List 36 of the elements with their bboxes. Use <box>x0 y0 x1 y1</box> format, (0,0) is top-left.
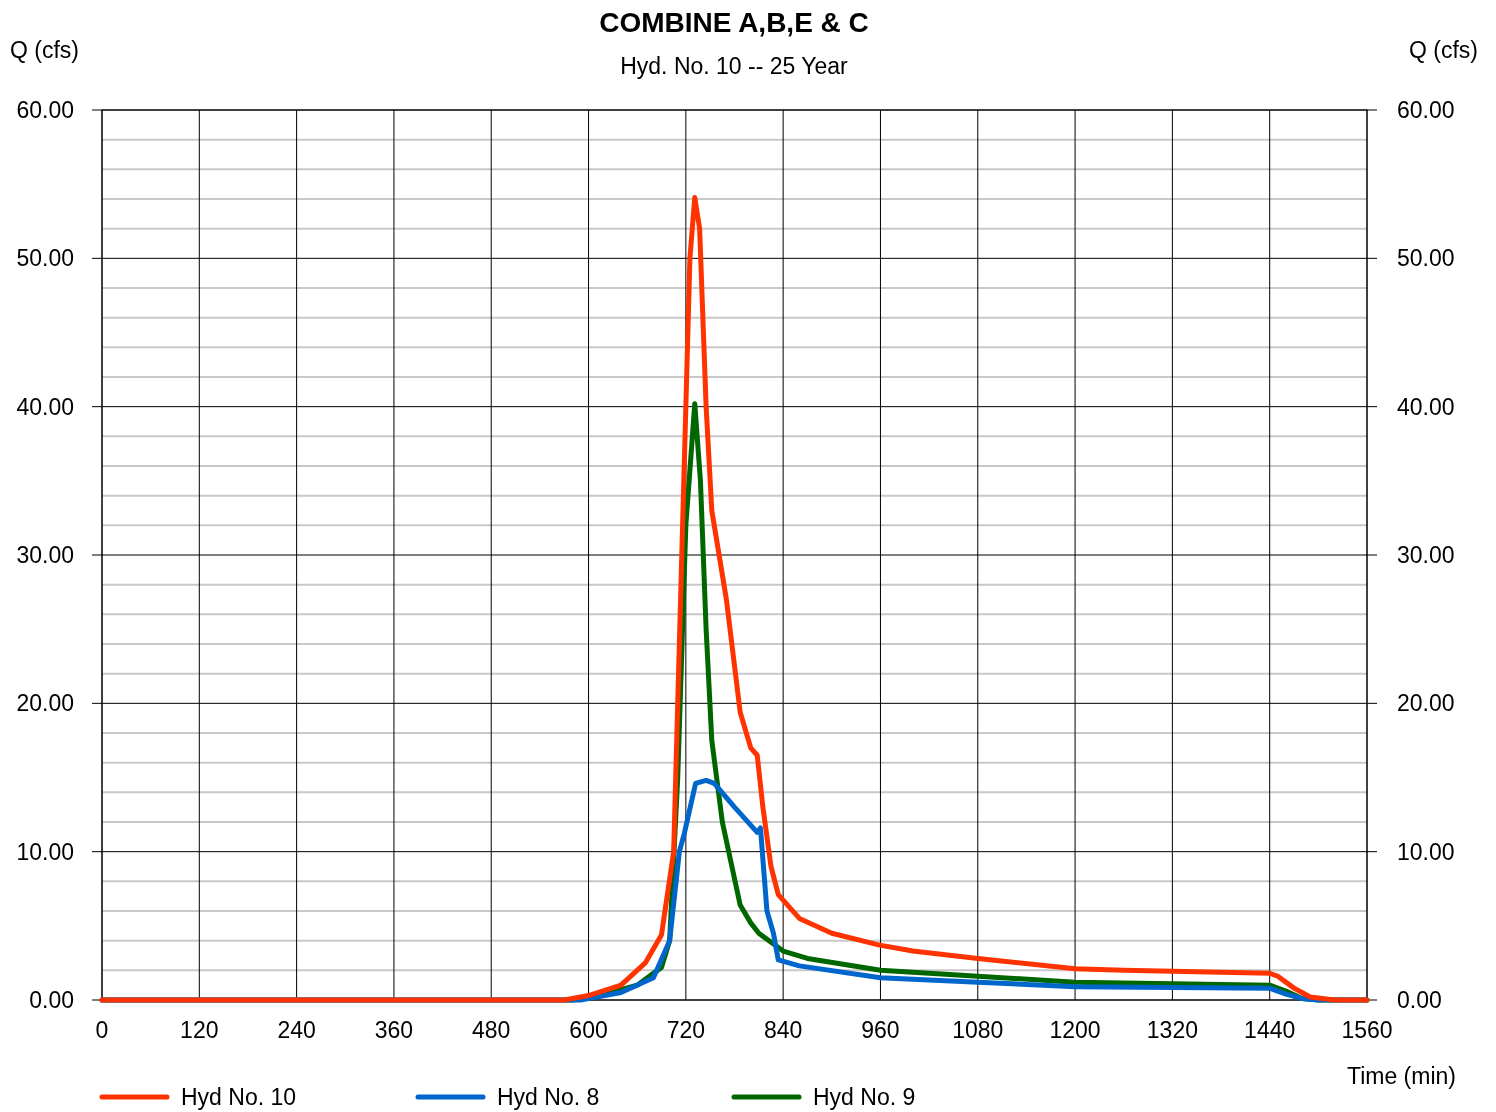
x-tick-label: 1080 <box>952 1017 1004 1043</box>
x-tick-label: 1440 <box>1244 1017 1296 1043</box>
legend-label: Hyd No. 10 <box>181 1084 297 1111</box>
x-tick-label: 1200 <box>1049 1017 1101 1043</box>
y2-tick-label: 40.00 <box>1397 393 1455 420</box>
x-tick-label: 480 <box>472 1017 511 1043</box>
y-tick-label: 0.00 <box>29 987 74 1014</box>
legend-label: Hyd No. 8 <box>497 1084 600 1111</box>
y2-tick-label: 0.00 <box>1397 987 1442 1014</box>
y2-tick-label: 10.00 <box>1397 838 1455 865</box>
y2-tick-label: 30.00 <box>1397 542 1455 569</box>
x-tick-label: 360 <box>374 1017 414 1043</box>
chart-subtitle: Hyd. No. 10 -- 25 Year <box>620 53 849 79</box>
x-tick-label: 240 <box>277 1017 316 1043</box>
y-tick-label: 10.00 <box>16 838 74 865</box>
legend-label: Hyd No. 9 <box>813 1084 916 1111</box>
y2-tick-label: 20.00 <box>1397 690 1455 717</box>
x-tick-label: 600 <box>569 1017 608 1043</box>
y2-tick-label: 50.00 <box>1397 245 1455 272</box>
x-tick-label: 960 <box>861 1017 900 1043</box>
x-tick-label: 1320 <box>1146 1017 1198 1043</box>
x-tick-label: 840 <box>763 1017 803 1043</box>
y-tick-label: 60.00 <box>16 97 74 124</box>
y2-tick-label: 60.00 <box>1397 97 1455 124</box>
y-tick-label: 50.00 <box>16 245 74 272</box>
chart-title: COMBINE A,B,E & C <box>599 7 869 38</box>
y-tick-label: 30.00 <box>16 542 74 569</box>
x-tick-label: 0 <box>95 1017 109 1043</box>
x-axis-title: Time (min) <box>1346 1063 1456 1089</box>
x-tick-label: 1560 <box>1341 1017 1393 1043</box>
y-tick-label: 20.00 <box>16 690 74 717</box>
x-tick-label: 120 <box>180 1017 219 1043</box>
x-tick-label: 720 <box>666 1017 706 1043</box>
y2-axis-title: Q (cfs) <box>1409 37 1478 63</box>
y-tick-label: 40.00 <box>16 393 74 420</box>
y-axis-title: Q (cfs) <box>10 37 79 63</box>
